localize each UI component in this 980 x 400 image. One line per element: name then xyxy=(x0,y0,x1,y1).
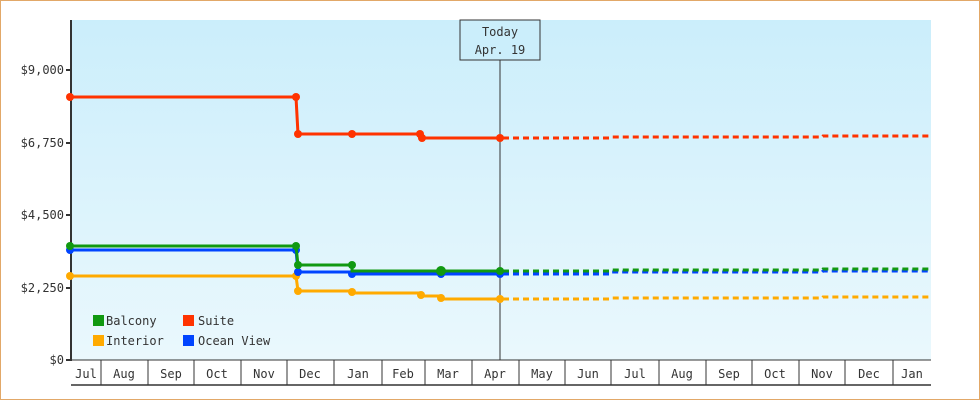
legend: Balcony Suite Interior Ocean View xyxy=(93,314,271,348)
x-label-sep-2: Sep xyxy=(718,367,740,381)
x-label-mar: Mar xyxy=(437,367,459,381)
legend-label-suite: Suite xyxy=(198,314,234,328)
x-label-apr: Apr xyxy=(484,367,506,381)
y-ticks xyxy=(66,69,71,361)
x-label-nov-2: Nov xyxy=(811,367,833,381)
x-label-feb: Feb xyxy=(392,367,414,381)
x-label-jul-2: Jul xyxy=(624,367,646,381)
series-balcony xyxy=(66,242,931,276)
plot-area xyxy=(71,20,931,360)
x-label-aug: Aug xyxy=(113,367,135,381)
legend-label-interior: Interior xyxy=(106,334,164,348)
x-label-nov: Nov xyxy=(253,367,275,381)
x-label-jul: Jul xyxy=(75,367,97,381)
x-label-dec: Dec xyxy=(299,367,321,381)
x-label-jan-2: Jan xyxy=(901,367,923,381)
legend-swatch-balcony xyxy=(93,315,104,326)
series-suite xyxy=(66,93,931,142)
x-label-may: May xyxy=(531,367,553,381)
y-label-6750: $6,750 xyxy=(21,136,64,150)
legend-label-balcony: Balcony xyxy=(106,314,157,328)
x-label-sep: Sep xyxy=(160,367,182,381)
x-label-oct: Oct xyxy=(206,367,228,381)
y-label-9000: $9,000 xyxy=(21,63,64,77)
x-label-jan: Jan xyxy=(347,367,369,381)
y-label-4500: $4,500 xyxy=(21,208,64,222)
y-label-2250: $2,250 xyxy=(21,281,64,295)
series-interior xyxy=(66,272,931,303)
today-label: Today xyxy=(482,25,518,39)
x-axis xyxy=(71,359,931,386)
x-label-jun: Jun xyxy=(577,367,599,381)
legend-label-ocean-view: Ocean View xyxy=(198,334,271,348)
x-label-aug-2: Aug xyxy=(671,367,693,381)
x-label-dec-2: Dec xyxy=(858,367,880,381)
today-box xyxy=(459,19,541,61)
today-date: Apr. 19 xyxy=(475,43,526,57)
x-label-oct-2: Oct xyxy=(764,367,786,381)
y-label-0: $0 xyxy=(50,353,64,367)
legend-swatch-suite xyxy=(183,315,194,326)
legend-swatch-interior xyxy=(93,335,104,346)
legend-swatch-ocean-view xyxy=(183,335,194,346)
